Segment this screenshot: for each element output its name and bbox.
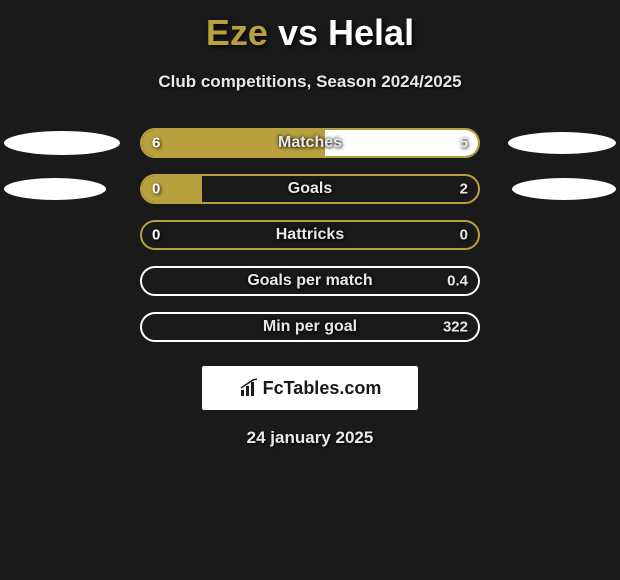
stat-label: Hattricks xyxy=(142,226,478,244)
stat-bar: Goals per match0.4 xyxy=(140,266,480,296)
stat-label: Goals xyxy=(142,180,478,198)
stat-bar: Min per goal322 xyxy=(140,312,480,342)
logo: FcTables.com xyxy=(239,378,382,399)
player1-name: Eze xyxy=(206,12,268,53)
stat-bar: Hattricks0 0 xyxy=(140,220,480,250)
stat-row: Hattricks0 0 xyxy=(0,212,620,258)
ellipse-left xyxy=(4,178,106,200)
ellipse-right xyxy=(508,132,616,154)
stat-value-left: 0 xyxy=(152,181,160,198)
vs-text: vs xyxy=(278,12,318,53)
chart-icon xyxy=(239,378,259,398)
stat-row: Goals0 2 xyxy=(0,166,620,212)
stat-row: Matches6 5 xyxy=(0,120,620,166)
stat-row: Goals per match0.4 xyxy=(0,258,620,304)
stat-value-right: 5 xyxy=(460,135,468,152)
stat-value-right: 0.4 xyxy=(447,273,468,290)
ellipse-right xyxy=(512,178,616,200)
stats-chart: Matches65Goals02Hattricks00Goals per mat… xyxy=(0,120,620,350)
stat-label: Goals per match xyxy=(142,272,478,290)
stat-bar: Goals0 2 xyxy=(140,174,480,204)
logo-text: FcTables.com xyxy=(263,378,382,399)
ellipse-left xyxy=(4,131,120,155)
player2-name: Helal xyxy=(328,12,414,53)
stat-label: Matches xyxy=(142,134,478,152)
date: 24 january 2025 xyxy=(0,428,620,448)
stat-value-left: 0 xyxy=(152,227,160,244)
stat-value-left: 6 xyxy=(152,135,160,152)
comparison-title: Eze vs Helal xyxy=(0,0,620,54)
stat-row: Min per goal322 xyxy=(0,304,620,350)
stat-value-right: 322 xyxy=(443,319,468,336)
stat-value-right: 0 xyxy=(460,227,468,244)
stat-value-right: 2 xyxy=(460,181,468,198)
subtitle: Club competitions, Season 2024/2025 xyxy=(0,72,620,92)
stat-bar: Matches6 5 xyxy=(140,128,480,158)
logo-box: FcTables.com xyxy=(202,366,418,410)
stat-label: Min per goal xyxy=(142,318,478,336)
